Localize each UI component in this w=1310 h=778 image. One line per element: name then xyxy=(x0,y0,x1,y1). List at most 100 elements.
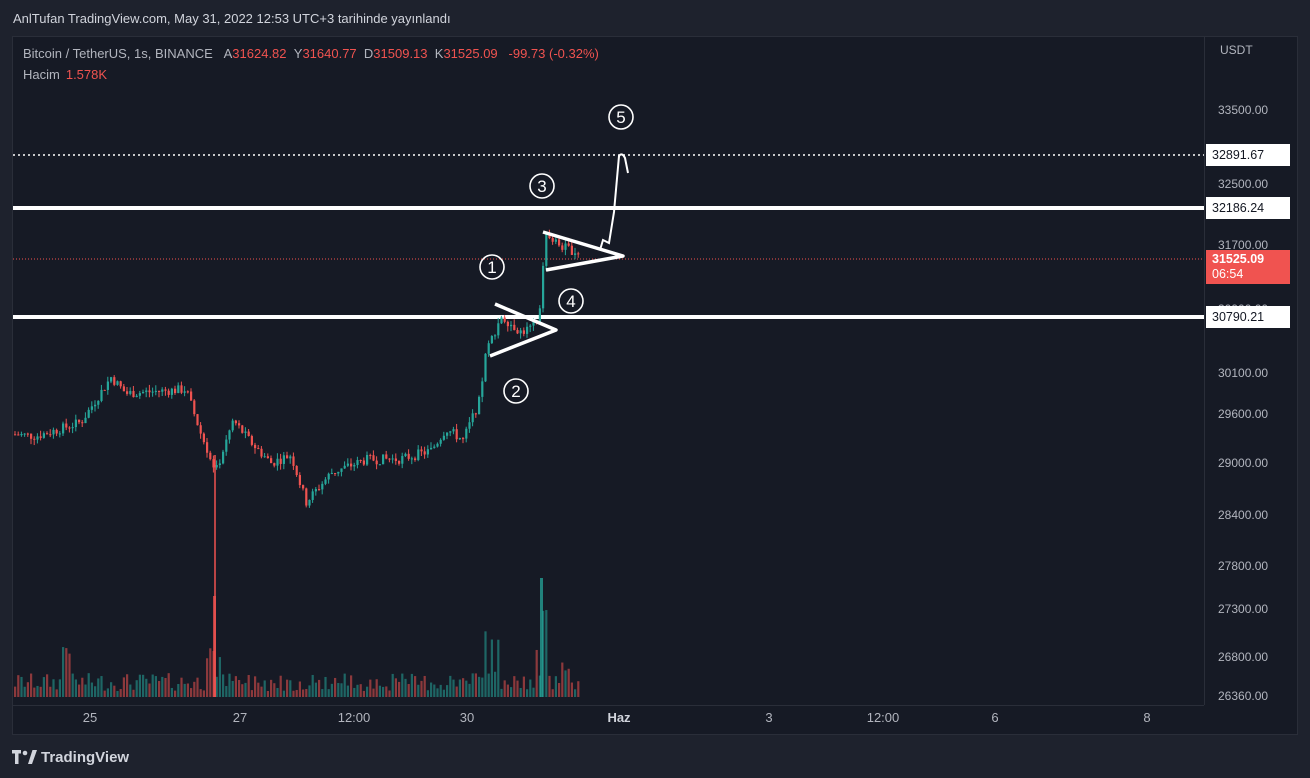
volume-legend: Hacim 1.578K xyxy=(23,67,107,82)
volume-bar xyxy=(302,689,305,697)
volume-label[interactable]: Hacim xyxy=(23,67,60,82)
candle-body xyxy=(385,454,388,459)
volume-bar xyxy=(567,668,570,697)
candle-body xyxy=(202,433,205,443)
volume-value: 1.578K xyxy=(65,67,108,82)
candle-body xyxy=(71,427,74,429)
volume-bar xyxy=(266,690,269,697)
candle-body xyxy=(215,465,218,468)
time-axis[interactable] xyxy=(12,705,1204,736)
price-tick-label: 29000.00 xyxy=(1218,456,1269,470)
volume-bar xyxy=(49,686,52,697)
volume-bar xyxy=(526,689,529,697)
open-value: 31624.82 xyxy=(232,46,287,61)
volume-bar xyxy=(522,676,525,697)
candle-body xyxy=(225,439,228,452)
volume-bar xyxy=(295,689,298,697)
candle-body xyxy=(266,456,269,459)
candle-body xyxy=(465,428,468,439)
candle-body xyxy=(14,434,17,436)
low-label: D xyxy=(363,46,374,61)
candle-body xyxy=(193,400,196,415)
volume-bar xyxy=(542,610,545,697)
volume-bar xyxy=(497,639,500,697)
candle-body xyxy=(295,465,298,476)
volume-bar xyxy=(548,675,551,697)
candle-body xyxy=(151,391,154,393)
candle-body xyxy=(346,463,349,466)
candle-body xyxy=(244,431,247,433)
price-axis[interactable] xyxy=(1204,37,1298,705)
candle-body xyxy=(46,433,49,435)
candle-body xyxy=(391,458,394,460)
candle-body xyxy=(103,389,106,391)
volume-bar xyxy=(142,674,145,697)
candle-body xyxy=(218,463,221,466)
candle-body xyxy=(545,232,548,266)
volume-bar xyxy=(334,677,337,697)
brand-footer[interactable]: TradingView xyxy=(12,746,129,768)
volume-bar xyxy=(330,683,333,697)
volume-bar xyxy=(570,682,573,697)
candle-body xyxy=(321,483,324,490)
volume-bar xyxy=(327,689,330,697)
candle-body xyxy=(567,243,570,246)
candle-body xyxy=(97,400,100,405)
candle-body xyxy=(311,491,314,500)
volume-bar xyxy=(554,676,557,697)
volume-bar xyxy=(222,674,225,697)
volume-bar xyxy=(74,679,77,697)
candle-body xyxy=(279,458,282,464)
chart-legend: Bitcoin / TetherUS, 1s, BINANCE A31624.8… xyxy=(23,46,599,61)
volume-bar xyxy=(154,676,157,697)
candle-body xyxy=(327,473,330,480)
volume-bar xyxy=(282,690,285,697)
symbol-label[interactable]: Bitcoin / TetherUS, 1s, BINANCE xyxy=(23,46,213,61)
candle-body xyxy=(81,422,84,424)
candle-body xyxy=(55,429,58,434)
candle-body xyxy=(330,472,333,474)
volume-bar xyxy=(138,674,141,697)
current-price-tag: 31525.09 06:54 xyxy=(1206,250,1290,284)
candle-body xyxy=(292,456,295,466)
volume-bar xyxy=(314,682,317,697)
volume-bar xyxy=(420,680,423,697)
candle-body xyxy=(84,417,87,424)
candle-body xyxy=(164,389,167,391)
volume-bar xyxy=(305,688,308,697)
candle-body xyxy=(423,451,426,455)
candle-body xyxy=(378,464,381,466)
candle-body xyxy=(494,335,497,337)
volume-bar xyxy=(394,678,397,697)
price-tick-label: 32500.00 xyxy=(1218,177,1269,191)
volume-bar xyxy=(196,677,199,697)
candle-body xyxy=(254,444,257,449)
volume-bar xyxy=(84,684,87,697)
candle-body xyxy=(298,475,301,486)
candle-body xyxy=(420,449,423,452)
candle-body xyxy=(158,390,161,392)
volume-bar xyxy=(14,686,17,697)
candle-body xyxy=(177,385,180,394)
time-axis-label: 8 xyxy=(1143,710,1151,725)
volume-bar xyxy=(234,676,237,697)
candle-body xyxy=(36,436,39,440)
close-label: K xyxy=(434,46,444,61)
volume-bar xyxy=(385,686,388,697)
volume-bar xyxy=(132,689,135,697)
volume-bar xyxy=(516,680,519,697)
volume-bar xyxy=(231,680,234,697)
candle-body xyxy=(542,265,545,309)
candle-body xyxy=(401,456,404,464)
volume-bar xyxy=(183,683,186,697)
volume-bar xyxy=(353,687,356,697)
volume-bar xyxy=(404,678,407,697)
candle-body xyxy=(49,434,52,436)
candle-body xyxy=(167,390,170,395)
chart-pane[interactable] xyxy=(12,36,1298,735)
volume-bar xyxy=(46,674,49,697)
volume-bar xyxy=(42,677,45,697)
volume-bar xyxy=(23,686,26,697)
wave-label: 2 xyxy=(511,382,520,401)
